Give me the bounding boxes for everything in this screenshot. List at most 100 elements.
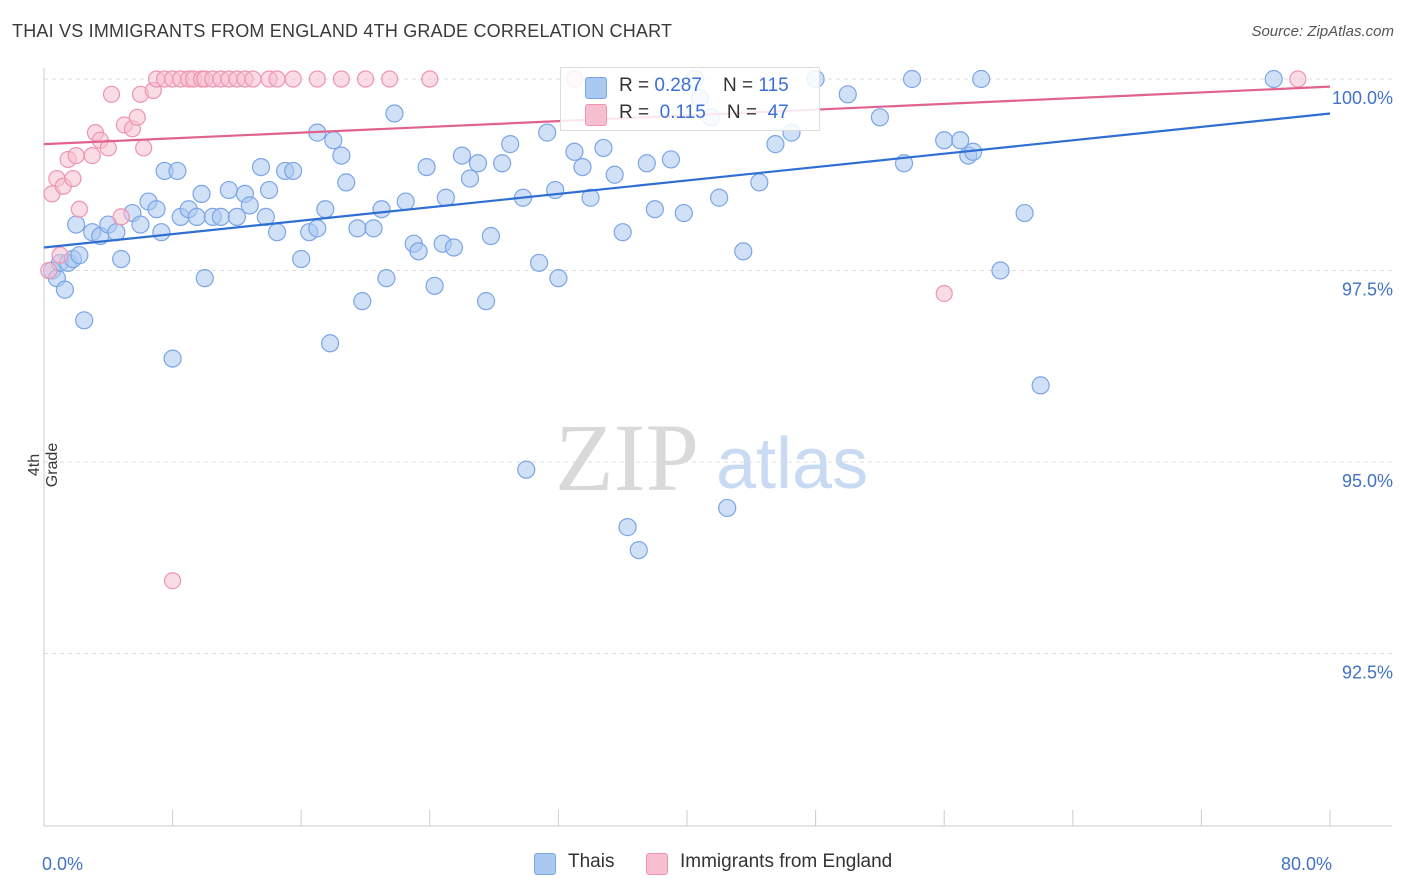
thais-point: [710, 188, 729, 207]
thais-point: [147, 200, 166, 219]
thais-point: [565, 142, 584, 161]
england-point: [83, 147, 101, 165]
thais-point: [372, 200, 391, 219]
thais-point: [573, 157, 592, 177]
england-point: [1289, 70, 1307, 88]
thais-point: [637, 154, 656, 173]
thais-point: [324, 131, 343, 150]
thais-point: [501, 135, 520, 154]
thais-point: [661, 150, 681, 169]
y-tick-label: 97.5%: [1342, 280, 1393, 300]
thais-point: [348, 219, 367, 238]
england-point: [244, 70, 262, 88]
england-point: [284, 70, 302, 88]
thais-point: [613, 223, 632, 242]
thais-point: [308, 219, 327, 238]
legend-swatch-england: [585, 104, 607, 126]
thais-point: [674, 203, 693, 223]
thais-point: [718, 498, 737, 518]
england-point: [128, 108, 146, 126]
thais-point: [436, 188, 455, 207]
england-point: [308, 70, 326, 88]
england-point: [67, 147, 85, 165]
thais-point: [581, 188, 600, 207]
y-tick-label: 92.5%: [1342, 663, 1393, 683]
legend-swatch-england: [646, 853, 668, 875]
thais-point: [1264, 69, 1283, 89]
england-point: [51, 246, 69, 264]
thais-point: [417, 157, 436, 177]
thais-point: [546, 180, 565, 200]
thais-point: [594, 138, 613, 158]
thais-point: [240, 196, 259, 215]
legend-n-value: 47: [767, 102, 789, 123]
thais-point: [163, 349, 182, 368]
thais-point: [332, 146, 351, 165]
thais-point: [935, 131, 954, 150]
correlation-legend: R = 0.287 N = 115 R = 0.115 N = 47: [560, 67, 820, 131]
thais-point: [870, 108, 890, 127]
thais-point: [409, 242, 428, 261]
y-tick-label: 95.0%: [1342, 471, 1393, 491]
england-point: [99, 139, 117, 157]
y-tick-label: 100.0%: [1332, 88, 1393, 108]
thais-point: [425, 276, 444, 295]
legend-n-label: N =: [723, 75, 759, 96]
thais-point: [530, 253, 549, 272]
england-point: [356, 70, 375, 88]
thais-trend-line: [43, 112, 1331, 249]
england-point: [112, 208, 130, 226]
thais-point: [267, 223, 287, 242]
thais-point: [991, 261, 1010, 280]
series-legend: Thais Immigrants from England: [0, 851, 1406, 877]
thais-point: [1031, 376, 1050, 395]
england-point: [935, 284, 953, 303]
thais-point: [67, 215, 86, 234]
x-tick-label: 0.0%: [42, 854, 83, 874]
legend-swatch-thais: [585, 77, 607, 99]
england-point: [40, 261, 58, 280]
thais-point: [468, 154, 488, 173]
thais-point: [629, 540, 648, 560]
england-point: [332, 70, 350, 88]
thais-point: [396, 192, 415, 211]
thais-point: [131, 215, 150, 234]
thais-point: [538, 123, 557, 142]
y-axis-title: 4th Grade: [26, 442, 61, 488]
thais-point: [385, 104, 404, 123]
thais-point: [364, 219, 383, 238]
chart-title: THAI VS IMMIGRANTS FROM ENGLAND 4TH GRAD…: [12, 21, 673, 41]
thais-point: [750, 173, 769, 192]
thais-point: [377, 269, 396, 288]
legend-r-value: 0.287: [654, 75, 702, 96]
england-point: [135, 139, 153, 157]
thais-point: [259, 180, 279, 200]
thais-point: [211, 207, 230, 226]
thais-point: [284, 161, 303, 181]
thais-point: [645, 200, 664, 219]
legend-label-england: Immigrants from England: [680, 851, 893, 872]
england-point: [70, 200, 88, 218]
thais-point: [1015, 203, 1034, 223]
thais-point: [292, 249, 311, 269]
thais-point: [460, 169, 480, 188]
england-point: [64, 169, 82, 188]
thais-point: [493, 154, 512, 173]
england-point: [164, 572, 182, 590]
source-label: Source: ZipAtlas.com: [1251, 23, 1394, 40]
x-tick-label: 80.0%: [1281, 854, 1332, 874]
england-point: [268, 70, 286, 88]
thais-point: [219, 180, 238, 200]
thais-point: [444, 238, 464, 257]
watermark-atlas: atlas: [716, 424, 868, 504]
thais-point: [195, 269, 214, 288]
thais-point: [481, 226, 500, 246]
thais-point: [112, 249, 131, 269]
england-point: [381, 70, 399, 88]
legend-label-thais: Thais: [568, 851, 615, 872]
thais-point: [192, 184, 211, 203]
legend-r-value: 0.115: [659, 102, 706, 123]
england-point: [102, 85, 121, 103]
thais-point: [75, 311, 94, 330]
thais-point: [766, 135, 785, 154]
